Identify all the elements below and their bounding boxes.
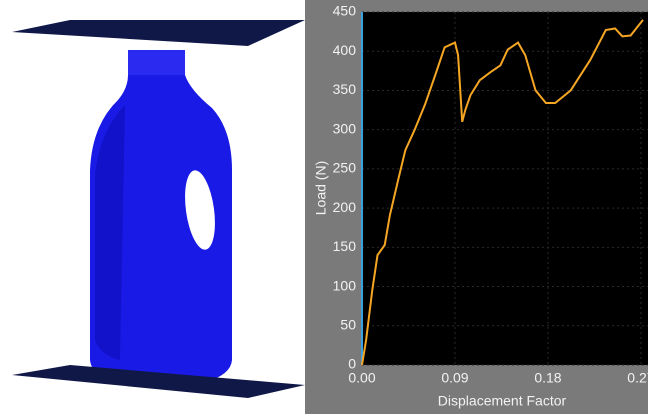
y-axis-label: Load (N) [313,161,329,215]
bottle-model [12,20,305,398]
y-tick-label: 150 [333,238,357,254]
y-tick-label: 300 [333,120,357,136]
y-tick-label: 100 [333,277,357,293]
plot-area [362,12,648,365]
y-tick-label: 350 [333,81,357,97]
bottle-neck [128,50,185,75]
x-axis-label: Displacement Factor [438,393,567,409]
y-tick-label: 250 [333,160,357,176]
y-tick-label: 400 [333,42,357,58]
x-tick-label: 0.18 [534,370,561,386]
x-tick-label: 0.00 [348,370,375,386]
x-tick-label: 0.09 [441,370,468,386]
y-tick-label: 450 [333,3,357,19]
y-tick-label: 200 [333,199,357,215]
screenshot: Load (N) Displacement Factor 05010015020… [0,0,648,414]
top-plate [12,20,305,46]
y-tick-label: 50 [340,316,356,332]
x-tick-label: 0.27 [627,370,648,386]
